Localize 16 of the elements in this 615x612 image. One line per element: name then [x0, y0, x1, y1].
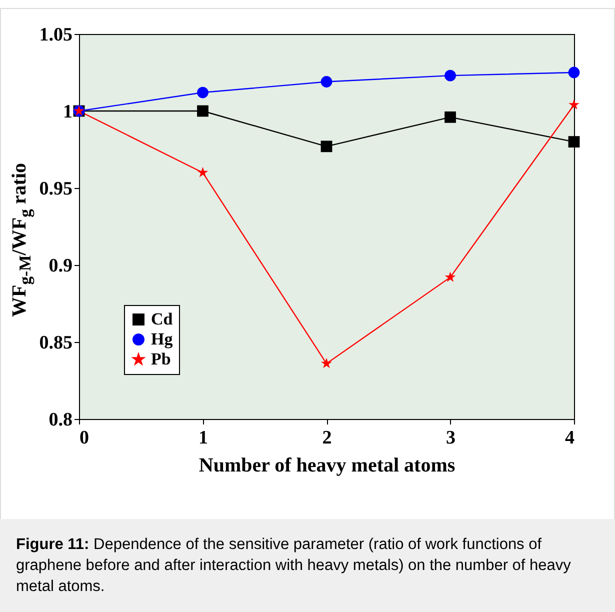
x-axis-title: Number of heavy metal atoms	[198, 454, 456, 476]
y-tick-label: 0.9	[48, 256, 72, 276]
x-tick-label: 3	[446, 428, 456, 448]
y-tick-label: 1.05	[39, 24, 72, 46]
y-tick-label: 0.95	[39, 178, 72, 200]
x-tick-label: 2	[322, 428, 332, 448]
y-tick-label: 1	[63, 102, 72, 122]
y-tick-label: 0.85	[39, 332, 72, 354]
x-tick-label: 0	[80, 428, 89, 448]
legend-label: Pb	[151, 350, 171, 368]
legend-label: Cd	[151, 310, 174, 328]
caption: Figure 11: Dependence of the sensitive parameter (ratio of work functions of graphene before and after interaction with heavy metals) on the number of heavy metal atoms.	[16, 535, 572, 597]
legend-label: Hg	[151, 330, 174, 348]
y-tick-label: 0.8	[48, 410, 72, 430]
x-tick-label: 1	[198, 428, 208, 448]
x-tick-label: 4	[565, 428, 575, 448]
